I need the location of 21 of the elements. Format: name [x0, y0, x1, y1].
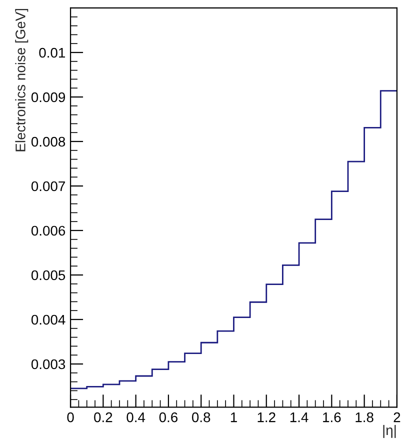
y-tick-label: 0.004 — [31, 314, 66, 325]
y-tick-label: 0.006 — [31, 226, 66, 236]
x-tick-label: 0.2 — [94, 412, 112, 422]
y-axis-title: Electronics noise [GeV] — [15, 8, 28, 152]
x-tick-label: 0.6 — [159, 412, 178, 422]
x-tick-label: 2 — [394, 412, 400, 422]
x-tick-label: 1.2 — [258, 412, 276, 422]
x-tick-label: 0 — [67, 412, 74, 422]
y-tick-label: 0.003 — [31, 359, 66, 370]
y-tick-label: 0.008 — [31, 136, 66, 147]
x-tick-label: 0.8 — [192, 412, 210, 422]
x-tick-label: 1.4 — [290, 412, 308, 422]
y-tick-label: 0.009 — [31, 92, 66, 102]
x-axis-title: |η| — [383, 424, 396, 438]
y-tick-label: 0.01 — [39, 48, 65, 58]
x-tick-label: 1 — [230, 412, 237, 422]
x-tick-label: 0.4 — [126, 412, 146, 422]
x-tick-label: 1.6 — [323, 412, 341, 422]
x-tick-label: 1.8 — [356, 412, 374, 422]
y-tick-label: 0.005 — [31, 270, 66, 280]
y-tick-label: 0.007 — [31, 181, 65, 192]
